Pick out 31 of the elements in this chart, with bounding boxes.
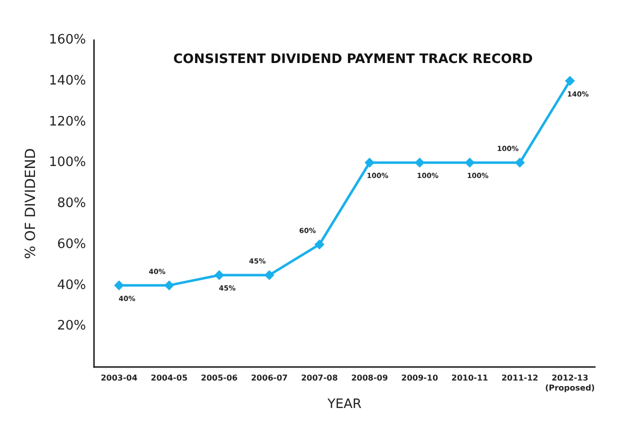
point xyxy=(414,158,425,168)
y-tick-label: 120% xyxy=(48,114,86,130)
y-tick-label: 60% xyxy=(57,236,86,252)
y-tick-label: 140% xyxy=(48,73,86,88)
point xyxy=(464,158,475,168)
y-tick-label: 20% xyxy=(57,318,86,334)
x-axis-title: YEAR xyxy=(326,397,362,412)
point xyxy=(114,280,124,290)
y-tick-label: 40% xyxy=(57,278,86,293)
x-tick-label: 2009-10 xyxy=(401,374,438,383)
y-axis-title: % OF DIVIDEND xyxy=(22,148,39,259)
x-tick-label: 2010-11 xyxy=(451,374,489,383)
point xyxy=(314,239,324,250)
x-tick-label: 2004-05 xyxy=(150,374,188,383)
text: CONSISTENT DIVIDEND PAYMENT TRACK RECORD xyxy=(173,52,533,67)
x-tick-label: 2003-04 xyxy=(100,374,138,383)
point xyxy=(214,270,224,280)
y-tick-label: 80% xyxy=(57,196,86,212)
point xyxy=(514,158,525,168)
x-tick-label: 2006-07 xyxy=(250,374,288,383)
point xyxy=(264,270,274,280)
x-tick-label: 2005-06 xyxy=(200,374,238,383)
point xyxy=(164,280,174,290)
point xyxy=(564,76,575,86)
y-tick-label: 160% xyxy=(48,32,86,48)
x-tick-label: 2011-12 xyxy=(501,374,538,383)
x-tick-label: 2008-09 xyxy=(351,374,388,383)
x-tick-label: 2012-13 (Proposed) xyxy=(545,374,595,393)
point xyxy=(364,158,375,168)
y-tick-label: 100% xyxy=(48,155,86,170)
x-tick-label: 2007-08 xyxy=(301,374,338,383)
